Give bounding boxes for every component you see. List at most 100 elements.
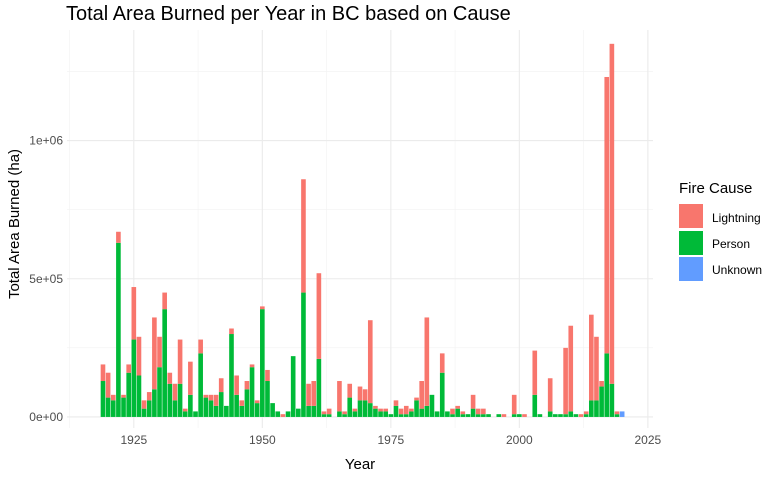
bar-lightning (121, 394, 126, 398)
bar-lightning (306, 383, 311, 406)
bar-person (162, 309, 167, 417)
bar-person (599, 386, 604, 417)
bar-lightning (172, 383, 178, 401)
bar-person (434, 411, 440, 417)
bar-person (254, 403, 260, 417)
bar-person (265, 381, 270, 417)
bar-person (182, 411, 188, 417)
bar-lightning (614, 411, 620, 415)
bar-person (460, 414, 466, 417)
bar-lightning (522, 414, 527, 417)
bar-lightning (599, 381, 604, 387)
bar-person (465, 414, 471, 417)
legend: Fire Cause Lightning Person Unknown (679, 180, 762, 281)
legend-key-person (679, 231, 703, 255)
bar-lightning (547, 378, 553, 412)
bar-person (100, 381, 106, 417)
legend-label-lightning: Lightning (712, 211, 761, 225)
bar-person (563, 414, 568, 417)
bar-person (290, 356, 296, 417)
bar-person (234, 394, 239, 417)
bar-person (429, 394, 435, 417)
bar-person (172, 400, 178, 417)
bar-lightning (357, 386, 363, 401)
bar-lightning (501, 414, 507, 417)
bar-person (141, 408, 147, 417)
bar-lightning (475, 408, 481, 415)
bar-person (188, 394, 193, 417)
legend-key-unknown (679, 257, 703, 281)
bar-person (126, 372, 131, 417)
chart-title: Total Area Burned per Year in BC based o… (66, 3, 511, 25)
bar-person (347, 397, 353, 417)
bar-person (589, 400, 594, 417)
bar-person (224, 405, 229, 417)
bar-lightning (213, 394, 219, 406)
bar-person (496, 414, 502, 417)
bar-lightning (609, 43, 615, 384)
bar-person (409, 411, 414, 417)
bar-person (383, 411, 389, 417)
bar-person (296, 408, 301, 417)
bar-lightning (594, 336, 599, 401)
bar-lightning (414, 397, 419, 401)
bar-lightning (321, 411, 327, 415)
bar-person (373, 408, 378, 417)
bar-person (547, 411, 553, 417)
bar-person (475, 414, 481, 417)
bar-person (424, 405, 430, 417)
bar-lightning (105, 372, 111, 398)
bar-lightning (167, 372, 173, 384)
bar-lightning (337, 381, 342, 412)
bar-lightning (218, 378, 224, 393)
bar-lightning (146, 392, 152, 401)
bar-person (306, 405, 311, 417)
bar-person (568, 411, 574, 417)
bar-lightning (229, 328, 234, 335)
bar-lightning (362, 389, 368, 401)
bar-person (110, 400, 116, 417)
bar-person (321, 414, 327, 417)
bar-person (301, 292, 306, 417)
x-tick-label: 1975 (377, 433, 404, 447)
bar-person (594, 400, 599, 417)
bar-person (213, 405, 219, 417)
bar-lightning (239, 400, 245, 406)
bar-lightning (116, 231, 121, 243)
bar-lightning (450, 408, 455, 415)
bar-person (398, 414, 404, 417)
bar-person (244, 389, 250, 417)
bar-person (604, 353, 610, 417)
bar-lightning (249, 364, 255, 368)
bar-lightning (100, 364, 106, 382)
legend-key-lightning (679, 204, 703, 228)
bar-lightning (563, 347, 568, 415)
bar-lightning (419, 381, 424, 409)
bar-person (362, 400, 368, 417)
bar-person (367, 403, 373, 417)
bar-lightning (511, 394, 517, 415)
bar-lightning (460, 411, 466, 415)
bar-person (316, 358, 322, 417)
bar-lightning (265, 369, 270, 382)
bars (100, 43, 625, 417)
bar-lightning (398, 408, 404, 415)
bar-lightning (141, 400, 147, 409)
legend-title: Fire Cause (679, 180, 752, 197)
bar-person (275, 411, 281, 417)
bar-person (439, 372, 445, 417)
bar-person (177, 383, 183, 417)
bar-lightning (455, 405, 460, 409)
bar-person (481, 414, 486, 417)
bar-lightning (234, 375, 239, 395)
bar-lightning (136, 336, 142, 376)
bar-person (388, 414, 394, 417)
bar-unknown (619, 411, 625, 417)
bar-person (342, 414, 347, 417)
bar-lightning (568, 325, 574, 412)
bar-person (537, 414, 543, 417)
bar-person (573, 414, 579, 417)
bar-person (167, 383, 173, 417)
y-axis-ticks: 0e+00 5e+05 1e+06 (29, 134, 63, 424)
bar-person (403, 414, 409, 417)
